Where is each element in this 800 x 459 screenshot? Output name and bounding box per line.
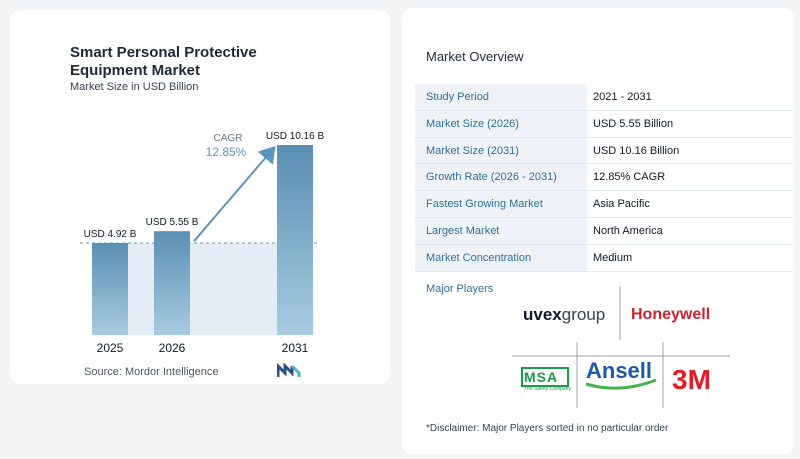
overview-row: Largest Market North America [415, 217, 793, 245]
bar-chart: USD 4.92 B 2025 USD 5.55 B 2026 USD 10.16 B 2… [80, 131, 325, 355]
data-label-2031: USD 10.16 B [266, 131, 325, 142]
row-label: Largest Market [415, 217, 587, 244]
overview-row: Growth Rate (2026 - 2031) 12.85% CAGR [415, 164, 793, 192]
bar-2031 [277, 145, 313, 335]
row-label: Market Size (2026) [415, 110, 587, 137]
overview-row: Market Size (2026) USD 5.55 Billion [415, 110, 793, 138]
row-label: Market Concentration [415, 244, 587, 271]
x-tick-2031: 2031 [282, 341, 309, 355]
row-value: 12.85% CAGR [593, 171, 666, 184]
source-text: Source: Mordor Intelligence [84, 366, 219, 378]
overview-row: Study Period 2021 - 2031 [415, 84, 793, 111]
overview-row: Fastest Growing Market Asia Pacific [415, 191, 793, 218]
overview-table: Study Period 2021 - 2031 Market Size (20… [415, 84, 793, 272]
data-label-2026: USD 5.55 B [146, 217, 199, 228]
3m-logo: 3M [672, 364, 711, 395]
row-value: Medium [593, 251, 633, 264]
honeywell-logo: Honeywell [631, 306, 711, 323]
cagr-label: CAGR [214, 133, 243, 144]
cagr-arrow [193, 145, 276, 242]
row-label: Fastest Growing Market [415, 191, 587, 217]
row-value: USD 10.16 Billion [593, 144, 680, 157]
chart-subtitle: Market Size in USD Billion [70, 81, 199, 93]
overview-title: Market Overview [426, 49, 524, 64]
overview-row: Market Concentration Medium [415, 244, 793, 272]
msa-tagline: The Safety Company [524, 386, 571, 392]
row-value: North America [593, 224, 663, 237]
data-label-2025: USD 4.92 B [84, 229, 137, 240]
row-label: Market Size (2031) [415, 137, 587, 164]
msa-logo-icon [521, 367, 569, 387]
ansell-logo: Ansell [586, 358, 653, 383]
overview-row: Market Size (2031) USD 10.16 Billion [415, 137, 793, 165]
disclaimer: *Disclaimer: Major Players sorted in no … [426, 423, 669, 434]
reference-band [92, 242, 313, 335]
uvex-suffix: group [561, 305, 606, 324]
mordor-logo-icon [277, 363, 301, 377]
bar-2026 [154, 231, 190, 335]
bar-2025 [92, 242, 128, 335]
row-value: 2021 - 2031 [593, 91, 652, 103]
row-value: Asia Pacific [593, 198, 650, 211]
major-players-title: Major Players [426, 283, 494, 295]
x-tick-2026: 2026 [159, 341, 186, 355]
row-label: Growth Rate (2026 - 2031) [415, 164, 587, 191]
uvex-logo: uvexgroup [523, 305, 605, 325]
row-label: Study Period [415, 84, 587, 110]
msa-logo: MSA [524, 369, 559, 385]
chart-title: Smart Personal Protective Equipment Mark… [70, 44, 257, 79]
row-value: USD 5.55 Billion [593, 117, 674, 130]
x-tick-2025: 2025 [97, 341, 124, 355]
uvex-brand: uvex [523, 305, 562, 324]
cagr-value: 12.85% [206, 145, 247, 159]
